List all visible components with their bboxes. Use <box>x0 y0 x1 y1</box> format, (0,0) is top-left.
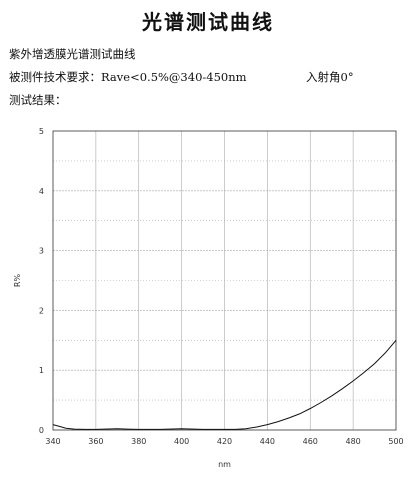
x-tick-label: 460 <box>303 437 318 446</box>
x-axis-label: nm <box>218 460 231 469</box>
y-tick-label: 1 <box>39 366 44 375</box>
x-tick-label: 380 <box>131 437 146 446</box>
x-tick-label: 420 <box>217 437 232 446</box>
y-axis-label: R% <box>13 274 22 288</box>
chart-axes <box>52 130 397 431</box>
subtitle-line: 紫外增透膜光谱测试曲线 <box>9 47 136 61</box>
y-tick-label: 3 <box>39 247 44 256</box>
chart-tick-labels: 340 360 380 400 420 440 460 480 500 0 1 2 3 4 5 <box>39 127 404 446</box>
plot-frame <box>52 130 397 431</box>
y-tick-label: 2 <box>39 306 44 315</box>
page-title: 光谱测试曲线 <box>142 10 274 34</box>
x-tick-label: 440 <box>260 437 275 446</box>
y-tick-label: 4 <box>39 187 44 196</box>
y-tick-label: 0 <box>39 426 44 435</box>
incidence-angle: 入射角0° <box>306 70 354 84</box>
x-tick-label: 340 <box>45 437 60 446</box>
chart-grid <box>53 131 396 430</box>
x-tick-label: 400 <box>174 437 189 446</box>
reflectance-curve <box>52 339 397 430</box>
result-label: 测试结果： <box>9 93 67 107</box>
x-tick-label: 480 <box>345 437 360 446</box>
requirement-line: 被测件技术要求：Rave<0.5%@340-450nm <box>9 70 247 84</box>
y-tick-label: 5 <box>39 127 44 136</box>
x-tick-label: 500 <box>388 437 403 446</box>
x-tick-label: 360 <box>88 437 103 446</box>
